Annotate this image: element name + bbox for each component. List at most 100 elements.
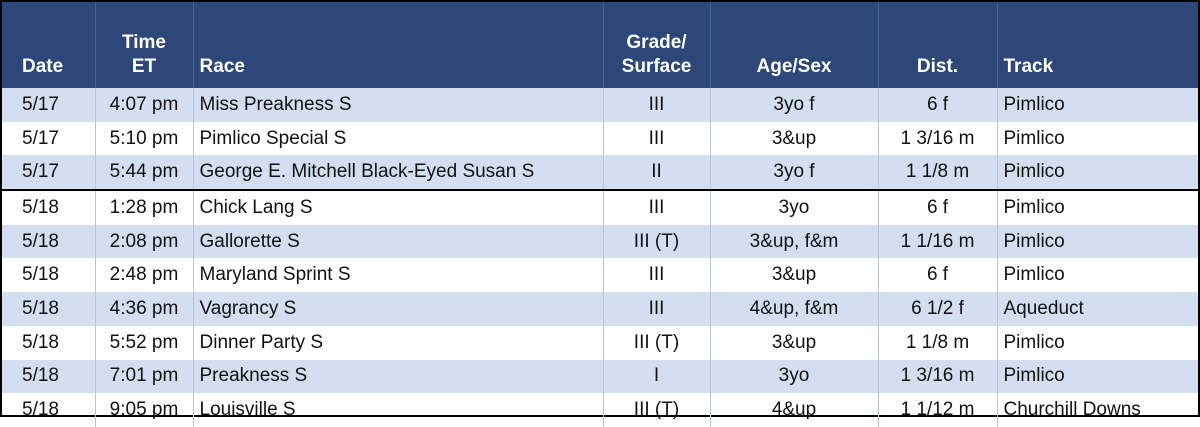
table-cell: Maryland Sprint S: [192, 258, 603, 293]
table-cell: III: [602, 292, 710, 326]
table-cell: 3yo: [709, 359, 878, 394]
table-cell: III: [602, 189, 710, 225]
table-cell: Vagrancy S: [192, 292, 603, 326]
table-cell: Pimlico: [996, 224, 1198, 259]
table-cell: III (T): [602, 393, 710, 427]
table-cell: 6 1/2 f: [877, 292, 997, 326]
table-cell: 6 f: [877, 88, 997, 122]
table-row: 5/18 4:36 pm Vagrancy S III 4&up, f&m 6 1/2 f…: [2, 292, 1198, 326]
header-cell: Dist.: [877, 2, 997, 88]
table-cell: 3yo f: [709, 88, 878, 122]
table-cell: Aqueduct: [996, 292, 1198, 326]
header-cell: Time ET: [94, 2, 193, 88]
table-cell: 1 1/16 m: [877, 224, 997, 259]
table-cell: III: [602, 121, 710, 156]
table-cell: Pimlico: [996, 88, 1198, 122]
header-cell: Track: [996, 2, 1198, 88]
table-cell: Pimlico: [996, 258, 1198, 293]
table-cell: 5/18: [2, 292, 95, 326]
table-cell: 5/17: [2, 155, 95, 191]
table-cell: 5:52 pm: [94, 325, 193, 360]
table-cell: 3&up: [709, 325, 878, 360]
table-cell: 1:28 pm: [94, 189, 193, 225]
table-row: 5/18 7:01 pm Preakness S I 3yo 1 3/16 m Pimlic…: [2, 359, 1198, 394]
table-cell: 2:08 pm: [94, 224, 193, 259]
header-text: Grade/: [626, 32, 687, 53]
table-cell: Dinner Party S: [192, 325, 603, 360]
table-cell: 5/18: [2, 359, 95, 394]
table-cell: Pimlico: [996, 155, 1198, 191]
table-cell: I: [602, 359, 710, 394]
header-text: Time: [121, 32, 166, 53]
table-cell: Pimlico: [996, 121, 1198, 156]
table-cell: 6 f: [877, 189, 997, 225]
table-cell: Gallorette S: [192, 224, 603, 259]
header-text: Dist.: [916, 56, 959, 77]
table-cell: 5:10 pm: [94, 121, 193, 156]
table-cell: Chick Lang S: [192, 189, 603, 225]
header-text: Track: [1003, 56, 1054, 77]
table-cell: Pimlico: [996, 325, 1198, 360]
table-cell: 5/18: [22, 399, 59, 421]
table-cell: 3yo: [709, 189, 878, 225]
table-cell: 5/18: [22, 331, 59, 353]
table-cell: 5/18: [22, 264, 59, 286]
header-text: Date: [22, 56, 64, 77]
table-row: 5/18 2:08 pm Gallorette S III (T) 3&up, f&m 1…: [2, 224, 1198, 259]
table-cell: 5/17: [22, 127, 59, 149]
header-cell: Grade/Surface: [602, 2, 710, 88]
table-cell: 3yo f: [709, 155, 878, 191]
table-cell: Churchill Downs: [996, 393, 1198, 427]
table-cell: 4:07 pm: [94, 88, 193, 122]
table-cell: 6 f: [877, 258, 997, 293]
table-cell: George E. Mitchell Black-Eyed Susan S: [192, 155, 603, 191]
table-cell: Louisville S: [192, 393, 603, 427]
table-row: 5/17 5:10 pm Pimlico Special S III 3&up 1 3/1…: [2, 121, 1198, 156]
table-cell: III: [602, 88, 710, 122]
header-text: Race: [199, 56, 245, 77]
table-cell: 4&up: [709, 393, 878, 427]
table-cell: III: [602, 258, 710, 293]
table-cell: 4&up, f&m: [709, 292, 878, 326]
table-cell: Preakness S: [192, 359, 603, 394]
table-cell: 1 1/8 m: [877, 155, 997, 191]
table-cell: 3&up: [709, 121, 878, 156]
table-cell: 1 1/12 m: [877, 393, 997, 427]
table-cell: 5/17: [2, 88, 95, 122]
table-cell: Miss Preakness S: [192, 88, 603, 122]
table-cell: 4:36 pm: [94, 292, 193, 326]
header-text: Surface: [621, 56, 692, 77]
header-cell: Date: [2, 2, 95, 88]
table-cell: 9:05 pm: [94, 393, 193, 427]
table-cell: 2:48 pm: [94, 258, 193, 293]
header-text: Age/Sex: [756, 56, 832, 77]
table-cell: Pimlico: [996, 359, 1198, 394]
table-row: 5/18 5:52 pm Dinner Party S III (T) 3&up 1 1/…: [2, 325, 1198, 360]
table-cell: 5/18: [2, 224, 95, 259]
table-cell: II: [602, 155, 710, 191]
table-cell: 7:01 pm: [94, 359, 193, 394]
table-cell: 5/18: [2, 189, 95, 225]
table-cell: 5:44 pm: [94, 155, 193, 191]
table-cell: 1 1/8 m: [877, 325, 997, 360]
header-cell: Age/Sex: [709, 2, 878, 88]
table-cell: 3&up: [709, 258, 878, 293]
header-cell: Race: [192, 2, 603, 88]
table-cell: 1 3/16 m: [877, 359, 997, 394]
table-cell: Pimlico Special S: [192, 121, 603, 156]
table-cell: III (T): [602, 325, 710, 360]
header-row: Date Time ET Race Grade/Surface Age/Sex Dist. T…: [2, 2, 1198, 88]
table-cell: 1 3/16 m: [877, 121, 997, 156]
table-cell: III (T): [602, 224, 710, 259]
header-text: ET: [131, 56, 157, 77]
table-cell: Pimlico: [996, 189, 1198, 225]
table-row: 5/18 2:48 pm Maryland Sprint S III 3&up 6 f Pi…: [2, 258, 1198, 293]
table-row: 5/18 9:05 pm Louisville S III (T) 4&up 1 1/12…: [2, 393, 1198, 427]
table-row: 5/17 5:44 pm George E. Mitchell Black-Eyed…: [2, 155, 1198, 191]
table-cell: 3&up, f&m: [709, 224, 878, 259]
table-row: 5/18 1:28 pm Chick Lang S III 3yo 6 f Pimlico: [2, 189, 1198, 225]
